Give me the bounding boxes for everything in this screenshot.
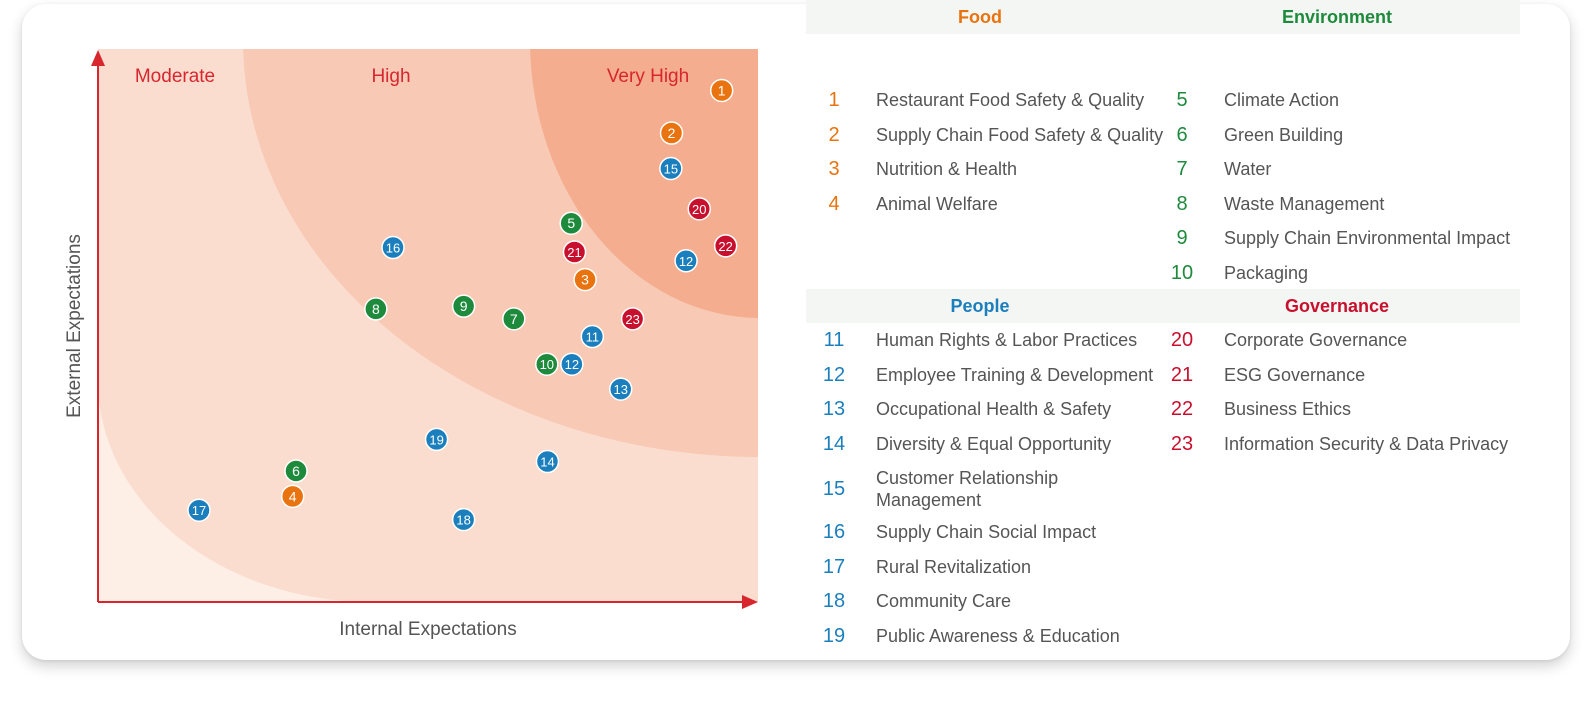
y-axis-arrow-icon (91, 50, 105, 66)
data-point-label: 2 (668, 125, 676, 141)
data-point-20: 20 (687, 197, 712, 221)
data-point-label: 12 (565, 357, 579, 372)
data-point-label: 6 (292, 463, 300, 479)
data-point-13: 13 (608, 377, 633, 401)
data-point-label: 15 (664, 161, 678, 176)
data-point-marker (364, 297, 388, 321)
data-point-label: 5 (567, 215, 575, 231)
data-point-marker (687, 197, 712, 221)
data-point-6: 6 (284, 459, 308, 483)
data-point-label: 17 (192, 503, 206, 518)
data-point-marker (535, 449, 560, 474)
data-point-label: 10 (540, 357, 554, 372)
data-point-10: 10 (535, 352, 559, 376)
data-point-marker (280, 484, 305, 509)
data-point-marker (381, 235, 405, 260)
zone-label-high: High (371, 66, 410, 87)
data-point-label: 14 (540, 455, 554, 470)
zone-very-high-band (530, 49, 758, 318)
data-point-label: 1 (718, 82, 726, 98)
data-point-label: 13 (613, 382, 627, 397)
data-point-16: 16 (381, 235, 405, 260)
data-point-marker (535, 352, 559, 376)
data-point-23: 23 (620, 307, 645, 331)
data-point-marker (451, 507, 476, 532)
data-point-9: 9 (451, 294, 476, 318)
data-point-8: 8 (364, 297, 388, 321)
data-point-label: 8 (372, 301, 380, 317)
data-point-4: 4 (280, 484, 305, 509)
data-point-label: 21 (567, 245, 581, 260)
data-point-label: 22 (718, 239, 732, 254)
data-point-marker (709, 78, 734, 103)
data-point-15: 15 (659, 156, 683, 181)
data-point-3: 3 (573, 267, 597, 292)
data-point-19: 19 (424, 427, 449, 452)
data-point-marker (284, 459, 308, 483)
data-point-marker (502, 307, 526, 331)
data-point-1: 1 (709, 78, 734, 103)
data-point-label: 9 (460, 298, 468, 314)
data-point-label: 18 (456, 513, 470, 528)
data-point-label: 19 (429, 432, 443, 447)
y-axis-label: External Expectations (64, 234, 85, 418)
axes (91, 50, 758, 609)
data-point-label: 16 (386, 241, 400, 256)
data-point-label: 12 (679, 254, 693, 269)
data-point-marker (580, 324, 605, 349)
data-point-marker (424, 427, 449, 452)
data-point-marker (674, 249, 698, 273)
data-point-label: 3 (581, 272, 589, 288)
data-point-marker (659, 156, 683, 181)
plot-area (98, 49, 758, 602)
data-point-12: 12 (674, 249, 698, 273)
data-point-marker (620, 307, 645, 331)
data-point-12: 12 (560, 352, 584, 376)
data-point-marker (608, 377, 633, 401)
data-point-marker (559, 211, 583, 235)
data-point-marker (451, 294, 476, 318)
data-point-label: 4 (289, 488, 297, 504)
data-point-marker (573, 267, 597, 292)
data-point-11: 11 (580, 324, 605, 349)
data-point-marker (187, 498, 211, 522)
data-point-18: 18 (451, 507, 476, 532)
data-point-5: 5 (559, 211, 583, 235)
x-axis-arrow-icon (742, 595, 758, 609)
zone-label-very-high: Very High (607, 66, 689, 87)
data-point-label: 23 (625, 312, 639, 327)
data-point-marker (562, 240, 587, 264)
data-point-marker (713, 234, 738, 258)
data-point-2: 2 (659, 121, 684, 145)
data-point-14: 14 (535, 449, 560, 474)
data-point-17: 17 (187, 498, 211, 522)
data-point-21: 21 (562, 240, 587, 264)
data-point-22: 22 (713, 234, 738, 258)
data-point-marker (560, 352, 584, 376)
data-point-label: 20 (692, 202, 706, 217)
data-point-marker (659, 121, 684, 145)
zone-label-moderate: Moderate (135, 66, 215, 87)
data-point-label: 11 (586, 330, 600, 345)
data-point-label: 7 (510, 311, 518, 327)
data-point-7: 7 (502, 307, 526, 331)
zone-labels: Moderate High Very High (135, 66, 689, 87)
x-axis-label: Internal Expectations (339, 619, 516, 640)
